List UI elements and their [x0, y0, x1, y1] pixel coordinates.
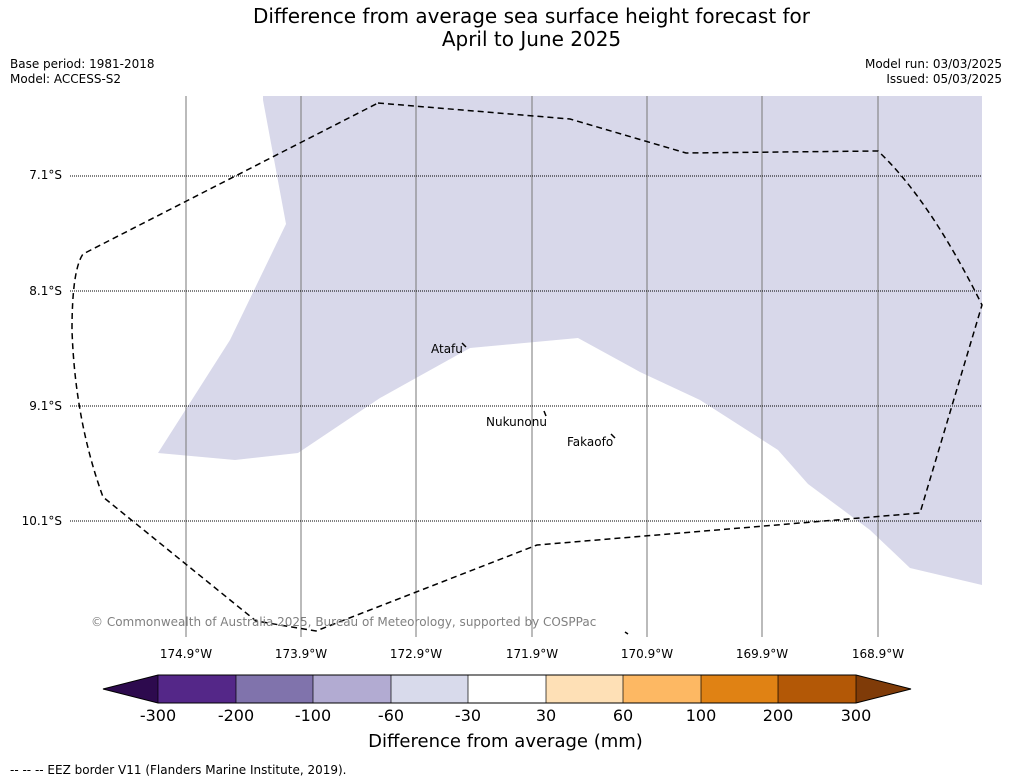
longitude-label: 172.9°W	[389, 647, 443, 661]
latitude-label: 9.1°S	[29, 399, 62, 413]
colorbar-tick: 300	[840, 706, 872, 725]
longitude-label: 170.9°W	[620, 647, 674, 661]
nukunonu-island-shape	[543, 410, 547, 417]
colorbar-segment	[546, 675, 623, 703]
model-run: Model run: 03/03/2025	[864, 57, 1002, 71]
model-info: Base period: 1981-2018 Model: ACCESS-S2	[10, 57, 155, 87]
colorbar-tick: 30	[535, 706, 557, 725]
colorbar-title: Difference from average (mm)	[368, 731, 643, 752]
colorbar-segment	[778, 675, 856, 703]
anomaly-shaded-area	[158, 96, 982, 585]
run-info: Model run: 03/03/2025 Issued: 05/03/2025	[865, 57, 1002, 87]
title-line-2: April to June 2025	[441, 27, 622, 51]
colorbar-tick: -300	[139, 706, 177, 725]
longitude-label: 171.9°W	[505, 647, 559, 661]
eez-legend: -- -- -- EEZ border V11 (Flanders Marine…	[10, 763, 347, 777]
colorbar-segment	[158, 675, 236, 703]
colorbar	[102, 674, 912, 704]
island-label-nukunonu: Nukunonu	[486, 415, 547, 429]
latitude-label: 8.1°S	[29, 284, 62, 298]
colorbar-tick: 100	[685, 706, 717, 725]
copyright-notice: © Commonwealth of Australia 2025, Bureau…	[91, 615, 597, 629]
colorbar-tick: 200	[762, 706, 794, 725]
longitude-label: 173.9°W	[274, 647, 328, 661]
longitude-label: 169.9°W	[735, 647, 789, 661]
latitude-label: 10.1°S	[21, 514, 62, 528]
atafu-island-shape	[461, 342, 467, 348]
eez-border	[71, 102, 983, 632]
fakaofo-island-shape	[610, 433, 616, 439]
colorbar-tick: 60	[612, 706, 634, 725]
title-line-1: Difference from average sea surface heig…	[252, 4, 811, 28]
colorbar-low-extension	[103, 675, 158, 703]
base-period: Base period: 1981-2018	[10, 57, 155, 71]
latitude-grid	[70, 175, 982, 522]
island-label-atafu: Atafu	[431, 342, 463, 356]
colorbar-tick: -60	[377, 706, 405, 725]
latitude-label: 7.1°S	[29, 168, 62, 182]
colorbar-tick: -30	[454, 706, 482, 725]
colorbar-segment	[701, 675, 778, 703]
colorbar-tick: -200	[217, 706, 255, 725]
colorbar-tick: -100	[294, 706, 332, 725]
small-island-shape	[624, 631, 629, 635]
issued-date: Issued: 05/03/2025	[886, 72, 1002, 86]
colorbar-segment	[623, 675, 701, 703]
longitude-label: 174.9°W	[159, 647, 213, 661]
longitude-grid	[185, 96, 879, 637]
colorbar-segment	[236, 675, 313, 703]
island-label-fakaofo: Fakaofo	[567, 435, 614, 449]
longitude-label: 168.9°W	[851, 647, 905, 661]
colorbar-segment	[468, 675, 546, 703]
colorbar-segment	[313, 675, 391, 703]
colorbar-dividers	[157, 675, 857, 703]
colorbar-segment	[391, 675, 468, 703]
colorbar-high-extension	[856, 675, 911, 703]
model-name: Model: ACCESS-S2	[10, 72, 122, 86]
chart-title: Difference from average sea surface heig…	[0, 5, 1011, 51]
